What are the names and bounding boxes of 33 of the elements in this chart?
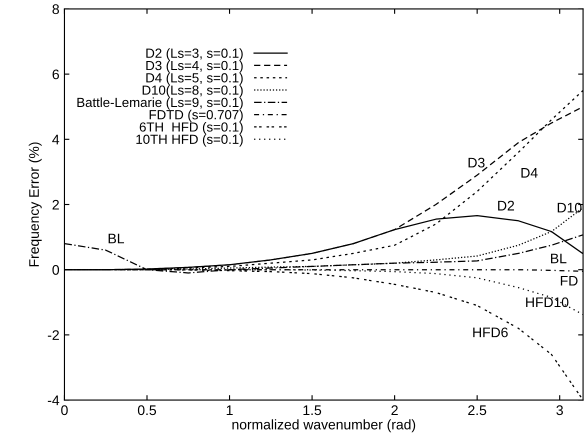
legend-label: Battle-Lemarie (Ls=9, s=0.1) — [77, 97, 243, 110]
y-tick-label: 0 — [52, 265, 60, 275]
legend-label: 10TH HFD (s=0.1) — [136, 134, 243, 147]
annotation: BL — [551, 254, 566, 264]
y-tick-label: 4 — [52, 134, 60, 144]
legend-label: D10(Ls=8, s=0.1) — [142, 85, 243, 98]
legend-label: D2 (Ls=3, s=0.1) — [146, 48, 243, 60]
x-tick-label: 3 — [556, 405, 563, 416]
y-tick-label: -4 — [48, 396, 60, 406]
x-tick-label: 0 — [61, 405, 68, 416]
annotation: FD — [560, 276, 578, 286]
x-tick-label: 2 — [391, 405, 398, 415]
annotation: BL — [108, 234, 124, 244]
y-axis-title: Frequency Error (%) — [28, 142, 42, 266]
annotation: D10 — [558, 202, 582, 213]
legend-label: D3 (Ls=4, s=0.1) — [146, 60, 243, 73]
legend-label: FDTD (s=0.707) — [150, 110, 243, 122]
annotation: D3 — [468, 158, 485, 168]
legend-label: D4 (Ls=5, s=0.1) — [146, 72, 243, 86]
x-tick-label: 0.5 — [138, 405, 156, 416]
x-axis-title: normalized wavenumber (rad) — [232, 419, 416, 432]
legend-label: 6TH HFD (s=0.1) — [140, 122, 243, 134]
annotation: D4 — [521, 168, 538, 178]
y-tick-label: 6 — [52, 69, 59, 80]
annotation: HFD10 — [526, 297, 568, 308]
y-tick-label: 8 — [52, 4, 59, 14]
annotation: D2 — [498, 200, 514, 210]
y-tick-label: 2 — [52, 200, 59, 210]
x-tick-label: 1.5 — [303, 405, 322, 416]
y-tick-label: -2 — [48, 330, 59, 340]
annotation: HFD6 — [473, 327, 508, 338]
x-tick-label: 2.5 — [468, 405, 486, 416]
x-tick-label: 1 — [226, 405, 233, 415]
